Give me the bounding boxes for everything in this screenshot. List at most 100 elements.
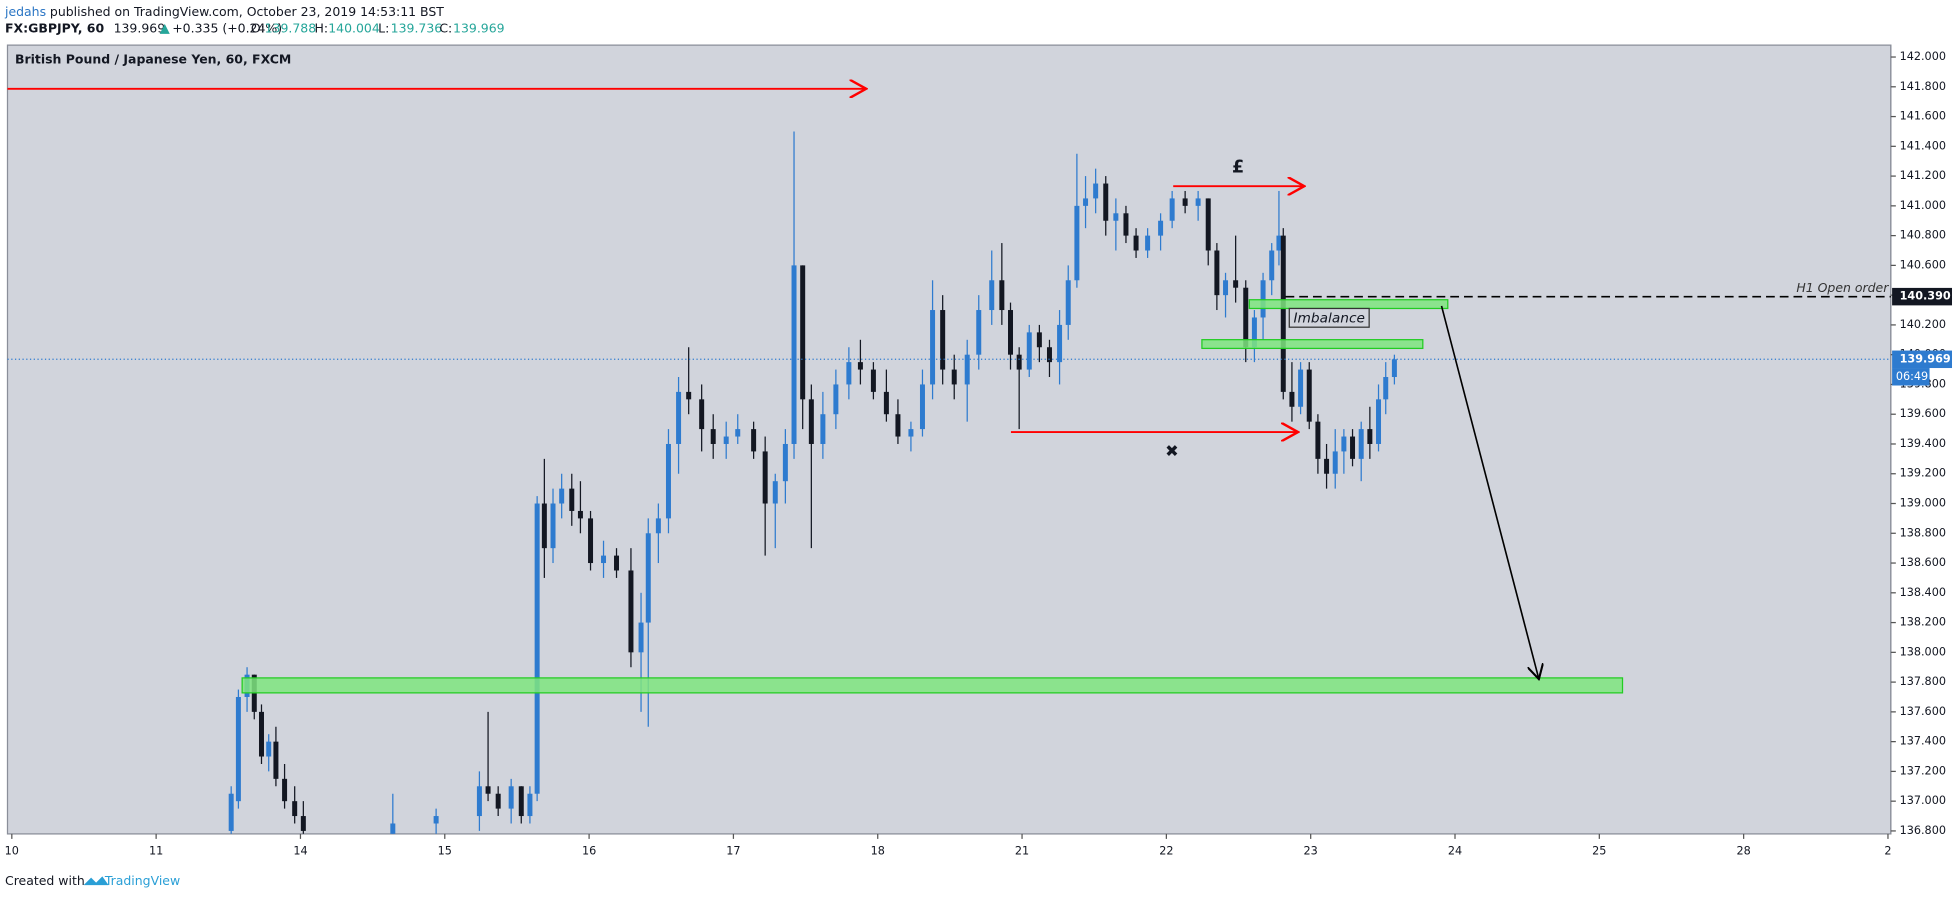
y-tick-label: 138.000: [1900, 645, 1946, 658]
candle-body: [782, 443, 788, 482]
label-box: [1288, 307, 1370, 328]
symbol: FX:GBPJPY, 60: [5, 20, 104, 35]
candle-body: [1391, 359, 1397, 378]
ohlc-value: 139.788: [265, 20, 317, 35]
candle-body: [699, 399, 705, 430]
candle-body: [534, 503, 540, 794]
candle-body: [908, 429, 914, 437]
ohlc-label: H:: [315, 20, 329, 35]
author[interactable]: jedahs: [4, 4, 46, 19]
candle-body: [1223, 280, 1229, 296]
candle-body: [989, 280, 995, 311]
candle-body: [723, 436, 729, 444]
y-tick-label: 141.800: [1900, 80, 1946, 93]
open-order-box: [1892, 287, 1953, 306]
candle-body: [1093, 183, 1099, 199]
candle-body: [645, 533, 651, 623]
candle-body: [527, 793, 533, 817]
candle-body: [999, 280, 1005, 311]
candle-body: [1026, 332, 1032, 370]
candle-body: [638, 622, 644, 653]
y-tick-label: 140.800: [1900, 229, 1946, 242]
zone: [241, 677, 1624, 694]
ohlc-value: 139.969: [453, 20, 505, 35]
candle-body: [710, 429, 716, 444]
footer-brand[interactable]: TradingView: [104, 873, 180, 888]
candle-body: [1324, 458, 1330, 474]
candle-body: [550, 503, 556, 549]
annotation: Imbalance: [1294, 310, 1365, 326]
candle-body: [751, 429, 757, 452]
x-tick-label: 21: [1015, 844, 1029, 857]
ohlc-value: 140.004: [328, 20, 380, 35]
y-tick-label: 141.200: [1900, 169, 1946, 182]
y-tick-label: 138.200: [1900, 616, 1946, 629]
candle-body: [800, 265, 806, 400]
x-tick-label: 15: [438, 844, 452, 857]
up-triangle: [159, 23, 170, 34]
candle-body: [508, 786, 514, 809]
x-tick-label: 14: [293, 844, 307, 857]
change: +0.335 (+0.24%): [172, 20, 282, 35]
x-tick-label: 17: [726, 844, 740, 857]
x-tick-label: 11: [149, 844, 163, 857]
y-tick-label: 137.800: [1900, 675, 1946, 688]
candle-body: [1113, 213, 1119, 221]
plot: [228, 131, 1397, 834]
y-tick-label: 138.600: [1900, 556, 1946, 569]
candle-body: [883, 391, 889, 415]
candle-body: [762, 451, 768, 504]
candle-body: [1269, 250, 1275, 281]
candle-body: [1169, 198, 1175, 221]
candle-body: [964, 354, 970, 385]
candle-body: [235, 696, 241, 802]
y-tick-label: 138.400: [1900, 586, 1946, 599]
candle-body: [258, 711, 264, 757]
y-tick-label: 139.200: [1900, 467, 1946, 480]
y-tick-label: 139.600: [1900, 407, 1946, 420]
y-tick-label: 137.200: [1900, 764, 1946, 777]
y-tick-label: 137.400: [1900, 735, 1946, 748]
candle-body: [1046, 347, 1052, 363]
annotation: £: [1232, 157, 1244, 177]
drawings: £ ✖ Imbalance H1 Open order: [7, 89, 1889, 694]
candle-body: [541, 503, 547, 549]
candle-body: [1367, 429, 1373, 444]
candle-body: [1350, 436, 1356, 459]
candle-body: [919, 384, 925, 430]
x-tick-label: 2: [1884, 844, 1891, 857]
published: published on TradingView.com, October 23…: [50, 4, 444, 19]
y-tick-label: 137.600: [1900, 705, 1946, 718]
ohlc-label: O:: [251, 20, 265, 35]
candle-body: [282, 778, 288, 802]
candle-body: [1123, 213, 1129, 236]
candle-body: [495, 793, 501, 809]
countdown-box: [1892, 368, 1930, 386]
x-tick-label: 23: [1304, 844, 1318, 857]
candle-body: [1260, 280, 1266, 318]
candle-body: [273, 741, 279, 779]
candle-body: [1280, 235, 1286, 392]
candle-body: [1306, 369, 1312, 422]
countdown: 06:49: [1896, 370, 1928, 383]
candle-body: [930, 310, 936, 385]
x-tick-label: 18: [871, 844, 885, 857]
candle-body: [1145, 235, 1151, 251]
candle-body: [735, 429, 741, 437]
candle-body: [1103, 183, 1109, 221]
x-tick-label: 28: [1737, 844, 1751, 857]
y-tick-label: 136.800: [1900, 824, 1946, 837]
plot-area: [6, 44, 1892, 835]
candle-body: [1065, 280, 1071, 325]
candle-body: [772, 481, 778, 504]
ohlc-label: L:: [378, 20, 389, 35]
y-tick-label: 140.600: [1900, 258, 1946, 271]
last-price-label: 139.969: [1900, 352, 1951, 365]
x-tick-label: 22: [1159, 844, 1173, 857]
candle-body: [1158, 220, 1164, 236]
candle-body: [1341, 436, 1347, 452]
candle-body: [577, 510, 583, 519]
candle-body: [665, 443, 671, 519]
y-tick-label: 142.000: [1900, 50, 1946, 63]
